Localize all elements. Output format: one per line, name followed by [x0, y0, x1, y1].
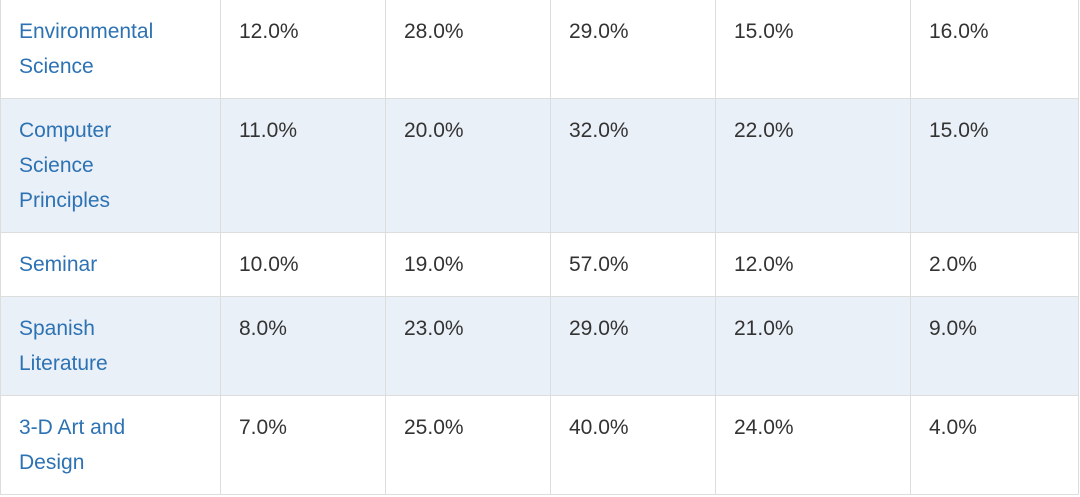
value-cell: 25.0% — [385, 395, 551, 495]
value-cell: 24.0% — [715, 395, 911, 495]
value-cell: 57.0% — [550, 232, 716, 297]
value-cell: 32.0% — [550, 98, 716, 233]
value-cell: 4.0% — [910, 395, 1079, 495]
table-row: Spanish Literature 8.0% 23.0% 29.0% 21.0% 9.0… — [0, 296, 1079, 396]
value-cell: 23.0% — [385, 296, 551, 396]
value-cell: 9.0% — [910, 296, 1079, 396]
value-cell: 28.0% — [385, 0, 551, 99]
value-cell: 2.0% — [910, 232, 1079, 297]
table-row: Seminar 10.0% 19.0% 57.0% 12.0% 2.0% — [0, 232, 1079, 297]
value-cell: 19.0% — [385, 232, 551, 297]
course-link[interactable]: Seminar — [19, 253, 98, 276]
row-label-cell: 3-D Art and Design — [0, 395, 221, 495]
value-cell: 16.0% — [910, 0, 1079, 99]
value-cell: 11.0% — [220, 98, 386, 233]
value-cell: 8.0% — [220, 296, 386, 396]
course-link[interactable]: 3-D Art and Design — [19, 416, 126, 474]
value-cell: 10.0% — [220, 232, 386, 297]
value-cell: 7.0% — [220, 395, 386, 495]
value-cell: 22.0% — [715, 98, 911, 233]
value-cell: 29.0% — [550, 296, 716, 396]
value-cell: 40.0% — [550, 395, 716, 495]
table-row: Environmental Science 12.0% 28.0% 29.0% 15.0… — [0, 0, 1079, 99]
value-cell: 21.0% — [715, 296, 911, 396]
value-cell: 12.0% — [715, 232, 911, 297]
table-row: Computer Science Principles 11.0% 20.0% 32.… — [0, 98, 1079, 233]
course-link[interactable]: Spanish Literature — [19, 317, 108, 375]
value-cell: 20.0% — [385, 98, 551, 233]
row-label-cell: Computer Science Principles — [0, 98, 221, 233]
row-label-cell: Seminar — [0, 232, 221, 297]
value-cell: 12.0% — [220, 0, 386, 99]
table-row: 3-D Art and Design 7.0% 25.0% 40.0% 24.0% 4.0… — [0, 395, 1079, 495]
course-link[interactable]: Environmental Science — [19, 20, 154, 78]
value-cell: 15.0% — [910, 98, 1079, 233]
row-label-cell: Environmental Science — [0, 0, 221, 99]
value-cell: 15.0% — [715, 0, 911, 99]
row-label-cell: Spanish Literature — [0, 296, 221, 396]
course-link[interactable]: Computer Science Principles — [19, 119, 112, 212]
value-cell: 29.0% — [550, 0, 716, 99]
